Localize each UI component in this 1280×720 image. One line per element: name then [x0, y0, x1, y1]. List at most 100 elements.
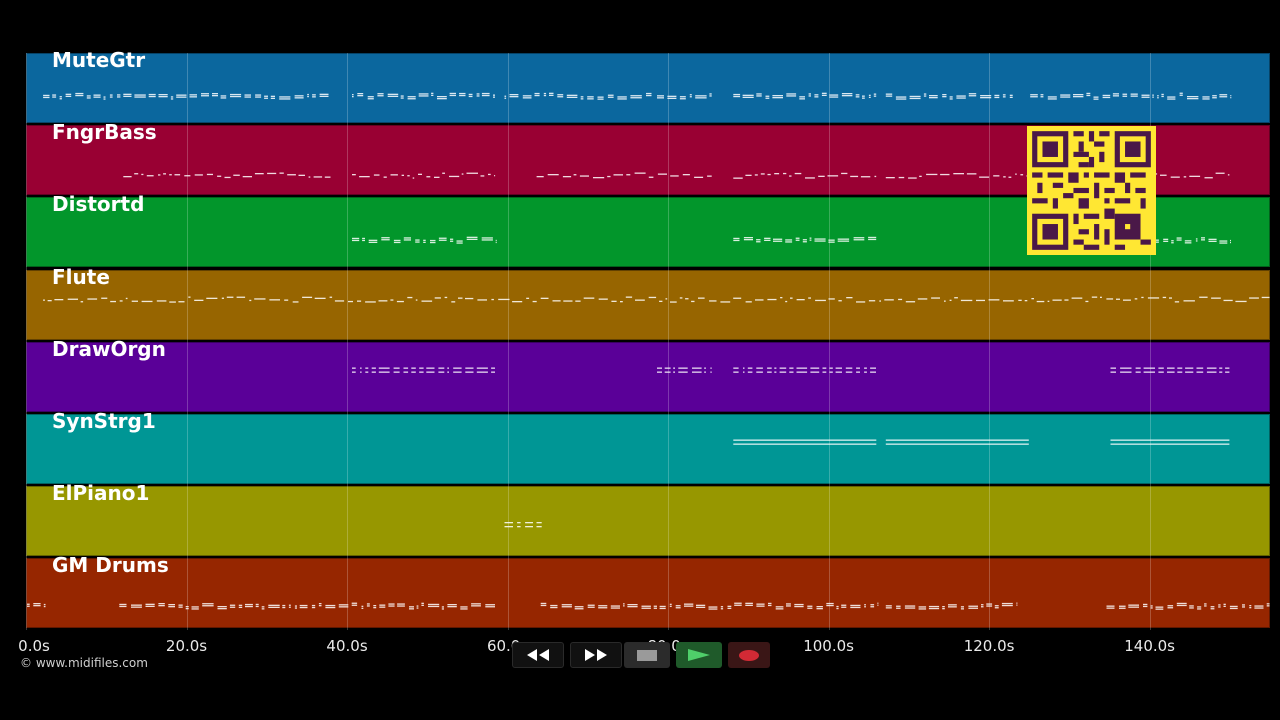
note: [233, 174, 240, 177]
note: [236, 296, 246, 298]
rewind-icon: [527, 649, 549, 661]
note: [657, 173, 667, 175]
note: [381, 237, 390, 239]
note: [1170, 176, 1180, 178]
track-lane[interactable]: SynStrg1: [26, 409, 1270, 484]
note: [814, 240, 826, 243]
note: [438, 239, 447, 242]
note: [468, 95, 473, 98]
note: [1009, 94, 1013, 96]
note: [1024, 299, 1028, 301]
note: [1002, 94, 1006, 96]
note: [587, 604, 595, 607]
fast-forward-button[interactable]: [570, 642, 622, 668]
note: [626, 174, 631, 176]
note: [416, 605, 419, 608]
note: [314, 297, 326, 299]
note: [1189, 605, 1194, 607]
note: [390, 174, 398, 176]
note: [361, 606, 364, 608]
note: [495, 240, 497, 242]
note: [1196, 367, 1204, 369]
note: [109, 96, 113, 98]
note: [434, 176, 440, 179]
note: [695, 95, 707, 97]
note: [659, 606, 666, 608]
track-lane[interactable]: Flute: [26, 265, 1270, 340]
note: [1179, 92, 1183, 94]
note: [185, 606, 189, 608]
note: [1167, 607, 1174, 609]
note: [423, 242, 426, 244]
note: [837, 240, 850, 243]
note: [217, 608, 227, 610]
note: [421, 603, 424, 605]
note: [733, 439, 877, 441]
note: [1150, 607, 1153, 609]
note: [948, 606, 957, 608]
note: [755, 298, 764, 301]
track-lane[interactable]: DrawOrgn: [26, 337, 1270, 412]
note: [86, 95, 91, 97]
note: [270, 97, 275, 99]
note: [459, 92, 466, 95]
note: [229, 604, 236, 607]
note: [1254, 605, 1264, 608]
note: [561, 606, 572, 608]
track-lane[interactable]: ElPiano1: [26, 481, 1270, 557]
note: [772, 95, 783, 97]
track-lane[interactable]: MuteGtr: [26, 48, 1270, 123]
note: [134, 96, 146, 98]
track-lane[interactable]: GM Drums: [26, 553, 1270, 629]
note: [904, 607, 916, 610]
note: [80, 300, 84, 302]
note: [1187, 96, 1199, 98]
note: [860, 176, 871, 178]
note: [134, 94, 146, 96]
note: [873, 93, 877, 95]
note: [809, 239, 812, 242]
note: [387, 93, 399, 95]
note: [684, 605, 694, 608]
note: [1167, 98, 1176, 100]
note: [986, 605, 993, 608]
note: [669, 606, 672, 608]
note: [708, 608, 718, 611]
note: [1266, 603, 1270, 605]
note: [689, 94, 692, 96]
note-roll: [43, 92, 1232, 100]
note: [224, 176, 231, 179]
note: [465, 371, 474, 373]
note: [176, 96, 187, 98]
note: [134, 173, 139, 175]
note: [294, 95, 304, 97]
note: [393, 367, 400, 369]
note: [657, 371, 662, 373]
note: [810, 367, 820, 369]
note: [351, 604, 358, 607]
time-tick-label: 120.0s: [963, 637, 1015, 655]
note: [1106, 297, 1114, 300]
stop-button[interactable]: [624, 642, 670, 668]
note: [170, 98, 174, 100]
play-button[interactable]: [676, 642, 722, 668]
note: [412, 177, 415, 179]
rewind-button[interactable]: [512, 642, 564, 668]
note: [980, 95, 992, 97]
note: [264, 97, 268, 99]
note: [119, 299, 123, 302]
note: [254, 297, 266, 300]
note: [169, 300, 176, 303]
note: [1266, 605, 1270, 607]
note: [471, 605, 481, 607]
note: [282, 605, 286, 607]
note: [1230, 240, 1231, 242]
note: [789, 175, 792, 177]
note: [709, 95, 712, 97]
note: [393, 242, 401, 244]
record-button[interactable]: [728, 642, 770, 668]
note: [929, 95, 938, 97]
note: [1040, 96, 1044, 98]
note: [59, 96, 62, 98]
note: [1015, 173, 1017, 175]
